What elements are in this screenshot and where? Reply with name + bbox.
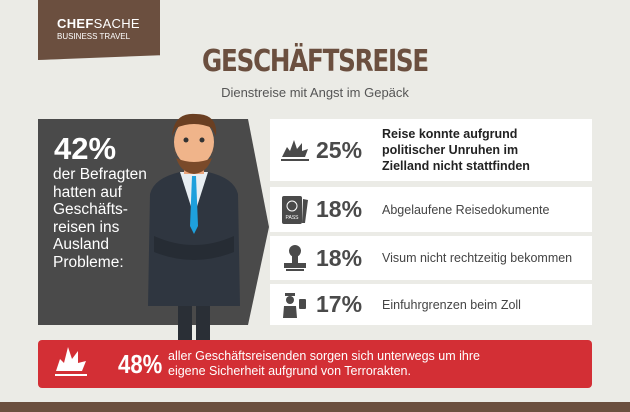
page-title: GESCHÄFTSREISE [202, 44, 429, 79]
stat-row: PASS 18% Abgelaufene Reisedokumente [270, 187, 592, 232]
page-subtitle: Dienstreise mit Angst im Gepäck [221, 85, 409, 100]
stat-label: Visum nicht rechtzeitig bekommen [382, 251, 573, 265]
stat-label: Abgelaufene Reisedokumente [382, 202, 550, 217]
stamp-icon [278, 243, 312, 273]
businessman-illustration [148, 113, 240, 342]
stat-row: 17% Einfuhrgrenzen beim Zoll [270, 284, 592, 325]
alert-line-2: eigene Sicherheit aufgrund von Terrorakt… [168, 364, 411, 378]
stat-label: Einfuhrgrenzen beim Zoll [382, 297, 521, 312]
explosion-icon [278, 135, 312, 165]
terror-alert-banner: 48% aller Geschäftsreisenden sorgen sich… [38, 340, 592, 388]
customs-officer-icon [278, 290, 312, 320]
stat-percent: 18% [316, 244, 363, 271]
logo: CHEFSACHE BUSINESS TRAVEL [38, 0, 160, 60]
alert-line-1: aller Geschäftsreisenden sorgen sich unt… [168, 349, 480, 363]
passport-icon-text: PASS [286, 215, 300, 221]
alert-percent: 48% [118, 348, 163, 379]
stat-percent: 18% [316, 196, 363, 222]
logo-bold: CHEF [57, 16, 94, 31]
logo-sub: BUSINESS TRAVEL [57, 32, 131, 41]
explosion-icon [52, 345, 92, 384]
logo-light: SACHE [93, 16, 140, 31]
footer-bar [0, 402, 630, 412]
stat-row: 18% Visum nicht rechtzeitig bekommen [270, 236, 592, 280]
summary-percent: 42% [54, 131, 117, 166]
stat-row: 25% Reise konnte aufgrund politischer Un… [270, 119, 592, 181]
stat-label: Reise konnte aufgrund politischer Unruhe… [382, 127, 530, 173]
alert-text: aller Geschäftsreisenden sorgen sich unt… [168, 349, 480, 379]
stat-percent: 25% [316, 136, 363, 163]
summary-text: der Befragten hatten auf Geschäfts-reise… [53, 166, 147, 271]
passport-icon: PASS [278, 195, 312, 225]
stat-percent: 17% [316, 291, 363, 317]
